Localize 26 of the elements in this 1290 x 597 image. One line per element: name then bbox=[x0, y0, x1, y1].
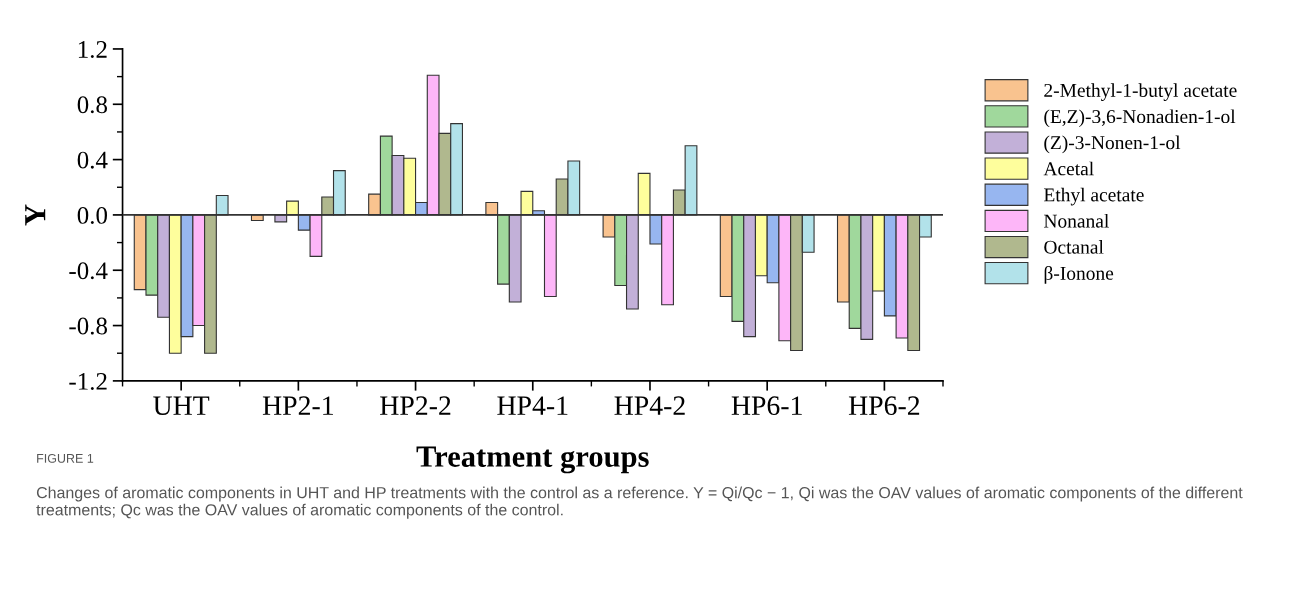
legend-label: (E,Z)-3,6-Nonadien-1-ol bbox=[1044, 109, 1236, 128]
legend-label: 2-Methyl-1-butyl acetate bbox=[1044, 83, 1237, 101]
legend-label: Nonanal bbox=[1044, 213, 1109, 228]
x-tick-label: HP4-1 bbox=[497, 396, 568, 415]
x-axis-title: Treatment groups bbox=[416, 446, 649, 474]
text: Changes of aromatic components in UHT and HP treatments with the control as a reference. Y = Qi/Qc − 1, Qi was the OAV values of aromatic components of the different treatments; Qc was the OAV values of aromatic components of the control. bbox=[36, 486, 1243, 519]
legend-label: Ethyl acetate bbox=[1044, 187, 1144, 206]
x-tick-label: HP4-2 bbox=[614, 396, 685, 415]
legend-label: β-Ionone bbox=[1044, 265, 1114, 284]
y-tick-label: 0.0 bbox=[77, 206, 108, 224]
x-tick-label: UHT bbox=[153, 396, 210, 416]
y-tick-label: -1.2 bbox=[69, 373, 107, 390]
y-axis-title: Y bbox=[25, 204, 46, 226]
y-tick-label: 0.4 bbox=[77, 151, 108, 169]
legend-label: Octanal bbox=[1044, 240, 1104, 254]
legend-label: Acetal bbox=[1043, 161, 1094, 176]
y-tick-label: 0.8 bbox=[77, 96, 108, 114]
y-tick-label: 1.2 bbox=[78, 41, 107, 58]
x-tick-label: HP6-2 bbox=[848, 396, 920, 416]
caption: FIGURE 1 bbox=[37, 453, 94, 463]
x-tick-label: HP6-1 bbox=[731, 396, 802, 416]
y-tick-label: -0.4 bbox=[69, 262, 108, 280]
legend-label: (Z)-3-Nonen-1-ol bbox=[1044, 135, 1181, 154]
x-tick-label: HP2-1 bbox=[262, 396, 333, 415]
y-tick-label: -0.8 bbox=[69, 317, 108, 335]
x-tick-label: HP2-2 bbox=[380, 396, 451, 415]
